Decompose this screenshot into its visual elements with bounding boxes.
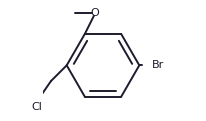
Text: Br: Br — [151, 60, 164, 70]
Text: Cl: Cl — [31, 102, 42, 112]
Text: O: O — [90, 8, 99, 18]
